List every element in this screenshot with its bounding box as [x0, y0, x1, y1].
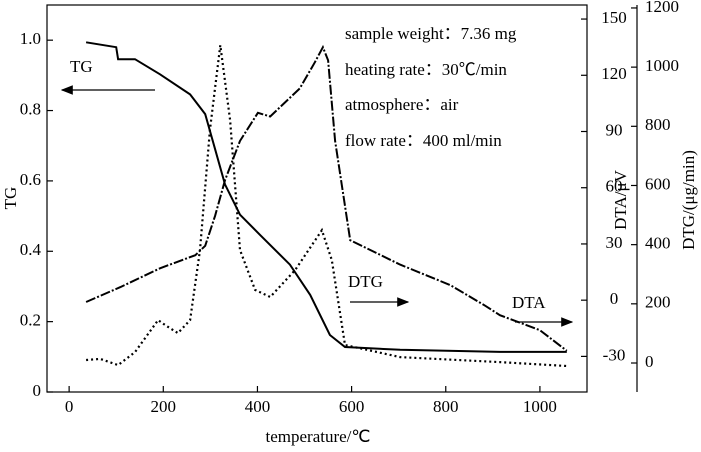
y2-tick-label: 150 [601, 8, 627, 27]
y-axis-label: TG [1, 187, 20, 210]
series-line [86, 45, 567, 368]
y-tick-label: 0 [33, 381, 42, 400]
annotation: sample weight：7.36 mg [345, 24, 517, 43]
x-tick-label: 400 [245, 397, 271, 416]
y2-tick-label: 30 [606, 233, 623, 252]
series-line [85, 44, 568, 352]
y3-tick-label: 1000 [645, 56, 679, 75]
y3-tick-label: 0 [645, 352, 654, 371]
series-label: TG [70, 57, 93, 76]
y-tick-label: 0.6 [20, 170, 41, 189]
y-tick-label: 1.0 [20, 29, 41, 48]
series-label: DTG [348, 272, 383, 291]
y2-axis-label: DTA/μV [611, 169, 630, 229]
y3-tick-label: 800 [645, 115, 671, 134]
y-tick-label: 0.4 [20, 240, 42, 259]
plot-frame [46, 4, 588, 393]
x-tick-label: 600 [339, 397, 365, 416]
y3-tick-label: 1200 [645, 0, 679, 16]
x-tick-label: 1000 [523, 397, 557, 416]
y3-axis-label: DTG/(μg/min) [679, 150, 698, 250]
x-axis-label: temperature/℃ [266, 427, 371, 446]
series-label: DTA [512, 293, 546, 312]
y2-tick-label: 120 [601, 64, 627, 83]
y3-tick-label: 400 [645, 234, 671, 253]
y-tick-label: 0.2 [20, 311, 41, 330]
x-tick-label: 200 [151, 397, 177, 416]
y2-tick-label: 60 [606, 177, 623, 196]
y2-tick-label: 90 [606, 120, 623, 139]
x-tick-label: 800 [433, 397, 459, 416]
annotation: heating rate：30℃/min [345, 60, 507, 79]
y3-tick-label: 600 [645, 174, 671, 193]
annotation: atmosphere：air [345, 95, 459, 114]
y2-tick-label: -30 [603, 345, 626, 364]
x-tick-label: 0 [65, 397, 74, 416]
series-line [85, 41, 567, 353]
annotation: flow rate：400 ml/min [345, 131, 502, 150]
y-tick-label: 0.8 [20, 99, 41, 118]
y2-tick-label: 0 [610, 289, 619, 308]
y3-tick-label: 200 [645, 293, 671, 312]
